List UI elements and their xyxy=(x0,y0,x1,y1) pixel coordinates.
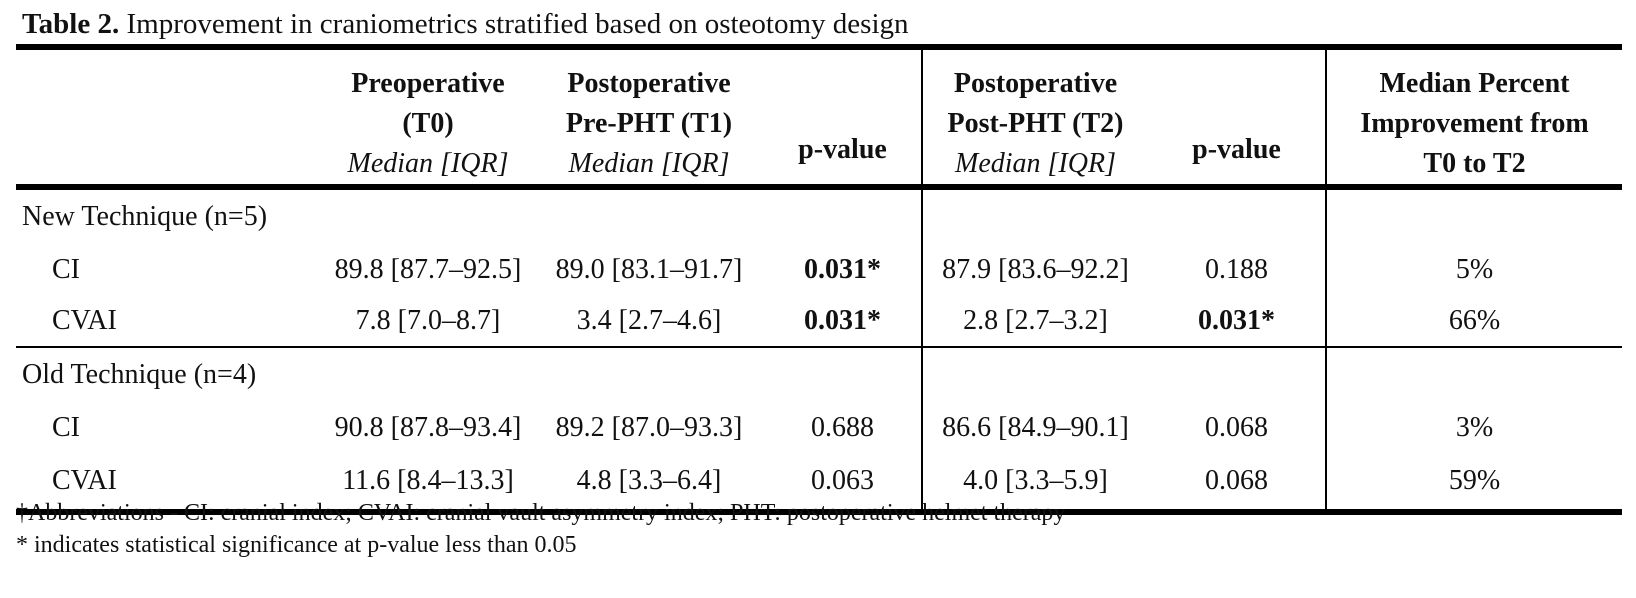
footnote-abbreviations: †Abbreviations - CI: cranial index; CVAI… xyxy=(16,500,1066,526)
t0-cell: 7.8 [7.0–8.7] xyxy=(355,304,501,336)
header-t1-sub: Median [IQR] xyxy=(568,148,730,179)
header-empty-cell xyxy=(16,44,322,190)
empty-cell xyxy=(921,187,1148,244)
table-caption-label: Table 2. xyxy=(22,8,120,40)
group-row-old-technique: Old Technique (n=4) xyxy=(16,346,1622,402)
empty-cell xyxy=(1148,187,1326,244)
row-label: CVAI xyxy=(52,304,117,336)
t1-cell: 89.0 [83.1–91.7] xyxy=(555,253,743,285)
row-label: CI xyxy=(52,411,80,443)
empty-cell xyxy=(1148,346,1326,402)
table-row: CVAI 7.8 [7.0–8.7] 3.4 [2.7–4.6] 0.031* … xyxy=(16,295,1622,347)
t0-cell: 11.6 [8.4–13.3] xyxy=(322,453,534,515)
p-value-1-cell: 0.031* xyxy=(804,304,881,336)
table-caption: Table 2. Improvement in craniometrics st… xyxy=(22,4,909,44)
percent-cell: 66% xyxy=(1325,295,1622,347)
header-t2-line2: Post-PHT (T2) xyxy=(947,108,1124,139)
header-preoperative: Preoperative (T0) Median [IQR] xyxy=(322,44,534,190)
header-p-value-1: p-value xyxy=(764,44,922,190)
header-preoperative-line1: Preoperative xyxy=(351,68,505,99)
t2-cell: 87.9 [83.6–92.2] xyxy=(921,244,1148,295)
row-label: CVAI xyxy=(16,453,322,515)
empty-cell xyxy=(1325,346,1622,402)
header-pct-line1: Median Percent xyxy=(1379,68,1570,99)
t2-cell: 2.8 [2.7–3.2] xyxy=(921,295,1148,347)
header-preoperative-line2: (T0) xyxy=(402,108,454,139)
table-caption-text: Improvement in craniometrics stratified … xyxy=(119,8,909,40)
p-value-1-cell: 0.688 xyxy=(811,411,874,443)
header-t2-line1: Postoperative xyxy=(953,68,1118,99)
empty-cell xyxy=(764,187,922,244)
table-row: CI 89.8 [87.7–92.5] 89.0 [83.1–91.7] 0.0… xyxy=(16,244,1622,295)
t2-cell: 4.0 [3.3–5.9] xyxy=(921,453,1148,515)
header-postoperative-t2: Postoperative Post-PHT (T2) Median [IQR] xyxy=(921,44,1148,190)
header-pct-line3: T0 to T2 xyxy=(1423,148,1526,179)
t1-cell: 4.8 [3.3–6.4] xyxy=(534,453,764,515)
header-p-value-2: p-value xyxy=(1148,44,1326,190)
empty-cell xyxy=(534,187,764,244)
p-value-2-cell: 0.188 xyxy=(1205,253,1268,285)
percent-cell: 3% xyxy=(1325,402,1622,453)
header-postoperative-t1: Postoperative Pre-PHT (T1) Median [IQR] xyxy=(534,44,764,190)
t2-cell: 86.6 [84.9–90.1] xyxy=(921,402,1148,453)
p-value-2-cell: 0.068 xyxy=(1205,411,1268,443)
group-label: Old Technique (n=4) xyxy=(16,346,322,402)
table-row: CVAI 11.6 [8.4–13.3] 4.8 [3.3–6.4] 0.063… xyxy=(16,453,1622,515)
header-percent-improvement: Median Percent Improvement from T0 to T2 xyxy=(1325,44,1622,190)
craniometrics-table: Preoperative (T0) Median [IQR] Postopera… xyxy=(16,44,1622,515)
header-t1-line1: Postoperative xyxy=(567,68,731,99)
p-value-2-cell: 0.031* xyxy=(1198,304,1275,336)
t0-cell: 89.8 [87.7–92.5] xyxy=(334,253,522,285)
header-preoperative-sub: Median [IQR] xyxy=(347,148,509,179)
table-row: CI 90.8 [87.8–93.4] 89.2 [87.0–93.3] 0.6… xyxy=(16,402,1622,453)
header-pct-line2: Improvement from xyxy=(1360,108,1589,139)
empty-cell xyxy=(322,346,534,402)
percent-cell: 5% xyxy=(1325,244,1622,295)
empty-cell xyxy=(534,346,764,402)
table-header-row: Preoperative (T0) Median [IQR] Postopera… xyxy=(16,44,1622,190)
header-t2-sub: Median [IQR] xyxy=(955,148,1116,179)
footnote-significance: * indicates statistical significance at … xyxy=(16,532,577,558)
empty-cell xyxy=(322,187,534,244)
p-value-2-cell: 0.068 xyxy=(1148,453,1326,515)
empty-cell xyxy=(764,346,922,402)
p-value-1-cell: 0.031* xyxy=(804,253,881,285)
t1-cell: 89.2 [87.0–93.3] xyxy=(555,411,743,443)
group-row-new-technique: New Technique (n=5) xyxy=(16,187,1622,244)
percent-cell: 59% xyxy=(1325,453,1622,515)
empty-cell xyxy=(921,346,1148,402)
row-label: CI xyxy=(52,253,80,285)
t0-cell: 90.8 [87.8–93.4] xyxy=(334,411,522,443)
t1-cell: 3.4 [2.7–4.6] xyxy=(576,304,722,336)
p-value-1-cell: 0.063 xyxy=(764,453,922,515)
empty-cell xyxy=(1325,187,1622,244)
header-t1-line2: Pre-PHT (T1) xyxy=(565,108,733,139)
group-label: New Technique (n=5) xyxy=(22,201,268,232)
